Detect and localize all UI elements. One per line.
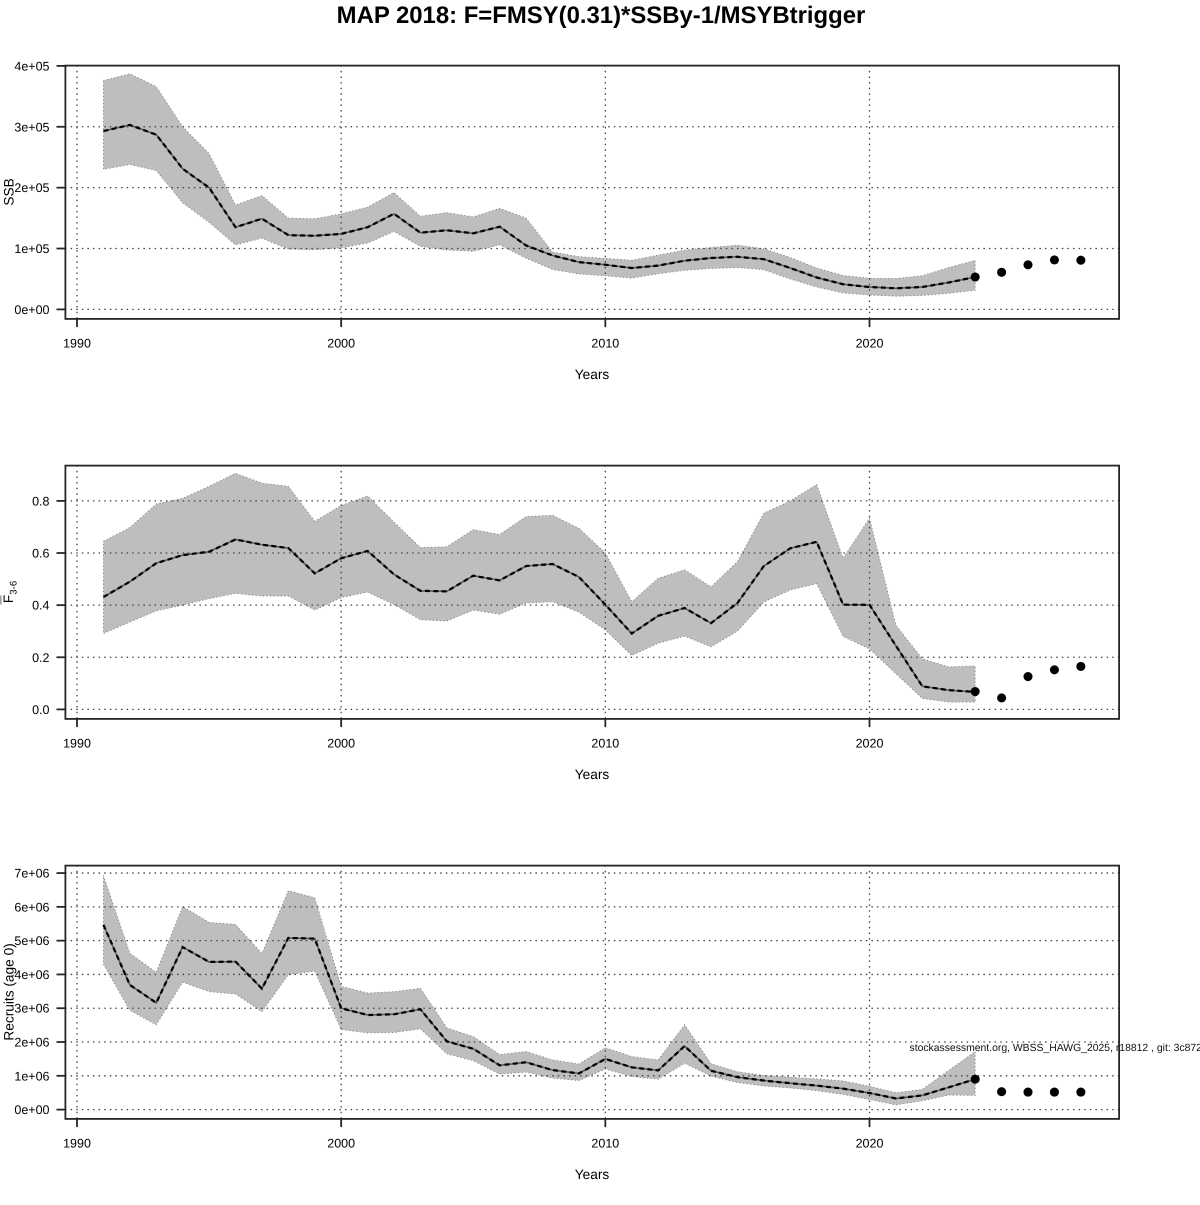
svg-text:1e+06: 1e+06	[14, 1069, 49, 1083]
svg-text:SSB: SSB	[2, 178, 17, 205]
svg-text:0.2: 0.2	[32, 651, 49, 665]
svg-text:1990: 1990	[63, 337, 91, 351]
svg-text:1e+05: 1e+05	[14, 242, 49, 256]
svg-text:7e+06: 7e+06	[14, 867, 49, 881]
svg-text:0.4: 0.4	[32, 599, 49, 613]
svg-text:0e+00: 0e+00	[14, 303, 49, 317]
svg-text:0.8: 0.8	[32, 494, 49, 508]
svg-text:2e+06: 2e+06	[14, 1036, 49, 1050]
svg-text:Years: Years	[575, 367, 610, 382]
svg-text:2000: 2000	[327, 737, 355, 751]
svg-text:2010: 2010	[591, 737, 619, 751]
svg-text:2000: 2000	[327, 1137, 355, 1151]
svg-text:3e+06: 3e+06	[14, 1002, 49, 1016]
svg-text:4e+06: 4e+06	[14, 968, 49, 982]
svg-text:4e+05: 4e+05	[14, 59, 49, 73]
svg-text:6e+06: 6e+06	[14, 900, 49, 914]
svg-text:2000: 2000	[327, 337, 355, 351]
svg-text:stockassessment.org, WBSS_HAWG: stockassessment.org, WBSS_HAWG_2025, r18…	[910, 1043, 1200, 1054]
svg-text:1990: 1990	[63, 737, 91, 751]
svg-text:Recruits (age 0): Recruits (age 0)	[2, 943, 17, 1040]
svg-text:0.0: 0.0	[32, 703, 49, 717]
svg-text:Years: Years	[575, 1167, 610, 1182]
svg-text:2020: 2020	[856, 337, 884, 351]
svg-text:Years: Years	[575, 767, 610, 782]
svg-text:2020: 2020	[856, 1137, 884, 1151]
svg-text:3e+05: 3e+05	[14, 120, 49, 134]
svg-text:2010: 2010	[591, 1137, 619, 1151]
svg-text:0e+00: 0e+00	[14, 1103, 49, 1117]
svg-text:2e+05: 2e+05	[14, 181, 49, 195]
svg-text:5e+06: 5e+06	[14, 934, 49, 948]
svg-text:MAP 2018: F=FMSY(0.31)*SSBy-1/: MAP 2018: F=FMSY(0.31)*SSBy-1/MSYBtrigge…	[337, 2, 866, 29]
svg-text:2010: 2010	[591, 337, 619, 351]
svg-text:2020: 2020	[856, 737, 884, 751]
svg-text:0.6: 0.6	[32, 547, 49, 561]
svg-text:1990: 1990	[63, 1137, 91, 1151]
